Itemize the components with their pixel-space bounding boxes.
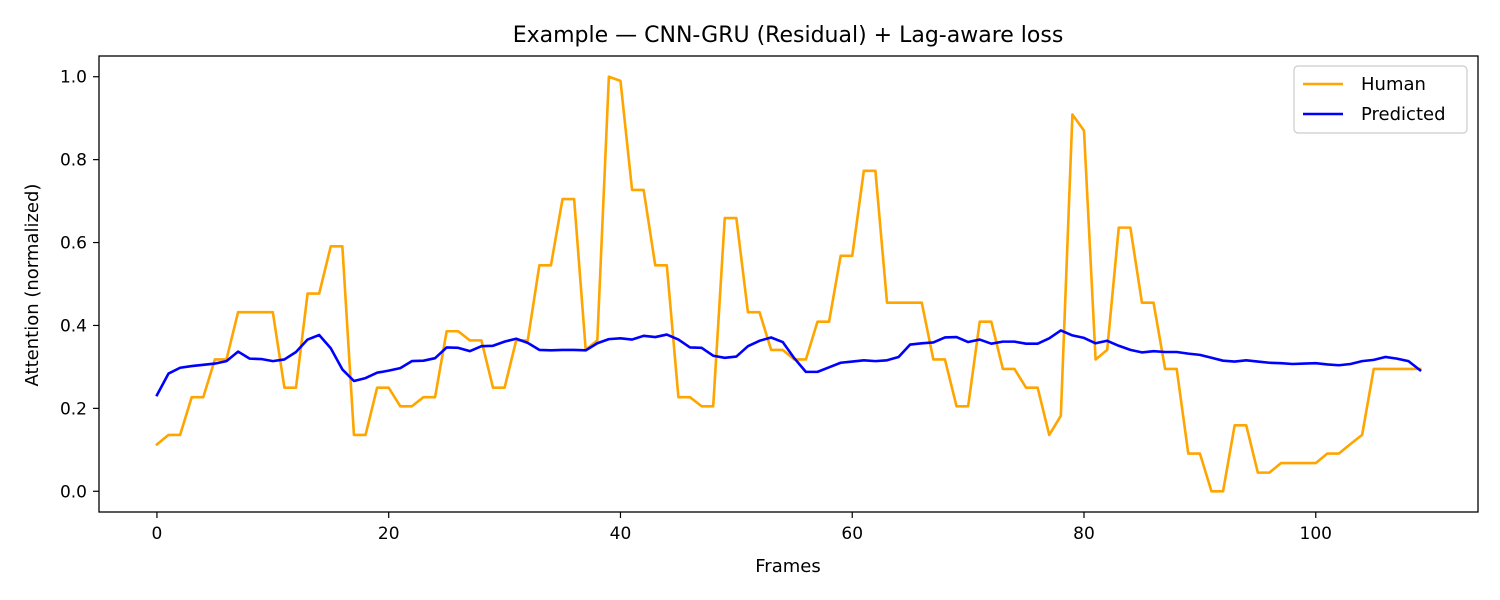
y-tick-label: 1.0 bbox=[60, 68, 87, 88]
y-axis-label: Attention (normalized) bbox=[22, 184, 43, 387]
legend: Human Predicted bbox=[1293, 65, 1468, 134]
y-tick-label: 0.2 bbox=[60, 399, 87, 419]
y-tick-label: 0.4 bbox=[60, 316, 87, 336]
y-tick-label: 0.8 bbox=[60, 151, 87, 171]
x-tick-label: 40 bbox=[610, 524, 632, 544]
y-tick-label: 0.0 bbox=[60, 482, 87, 502]
legend-label-human: Human bbox=[1361, 74, 1426, 95]
x-tick-label: 100 bbox=[1300, 524, 1332, 544]
x-tick-label: 20 bbox=[378, 524, 400, 544]
x-axis-label: Frames bbox=[755, 556, 820, 577]
x-tick-label: 60 bbox=[841, 524, 863, 544]
x-tick-label: 80 bbox=[1073, 524, 1095, 544]
series-line-predicted bbox=[155, 329, 1422, 397]
series-group bbox=[155, 75, 1422, 493]
chart-title: Example — CNN-GRU (Residual) + Lag-aware… bbox=[513, 23, 1064, 48]
series-line-human bbox=[155, 75, 1422, 493]
axes-frame bbox=[98, 55, 1479, 513]
x-tick-label: 0 bbox=[152, 524, 163, 544]
legend-label-predicted: Predicted bbox=[1361, 104, 1446, 125]
axes: 0 20 40 60 80 100 0.0 0.2 0.4 0.6 0.8 1.0 bbox=[60, 55, 1479, 544]
plot-area bbox=[155, 75, 1422, 493]
y-tick-label: 0.6 bbox=[60, 234, 87, 254]
